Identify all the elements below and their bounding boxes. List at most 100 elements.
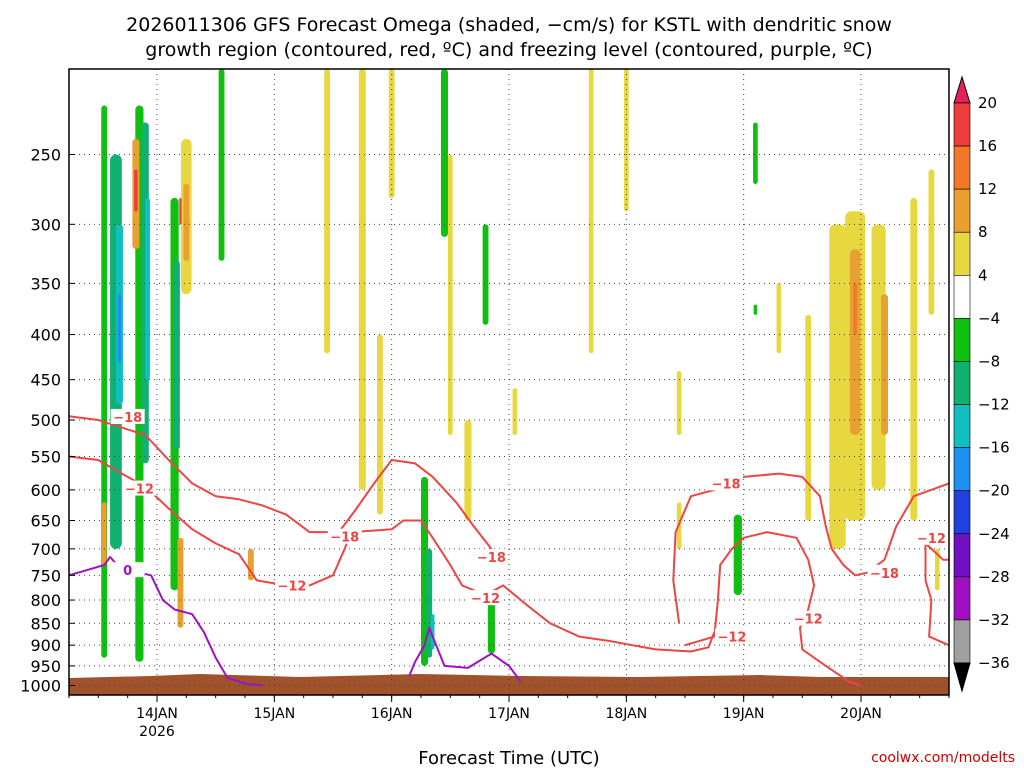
y-tick-950: 950 [30, 657, 61, 676]
contour-0b [408, 626, 522, 683]
colorbar-level-12: −32 [978, 611, 1010, 629]
omega-blob-13 [179, 197, 182, 225]
omega-blob-47 [928, 169, 935, 315]
omega-blob-28 [482, 224, 489, 325]
colorbar-cell-6 [953, 318, 971, 362]
contour-label-bg--18-2 [474, 549, 509, 565]
contour-label-bg-0-0 [110, 562, 145, 578]
contour-label-bg--12-2 [468, 590, 503, 606]
colorbar-level-5: −4 [978, 309, 1000, 327]
omega-blob-35 [733, 514, 742, 596]
x-tick-17JAN: 17JAN [488, 706, 530, 722]
contour--18b [672, 472, 949, 624]
y-tick-850: 850 [30, 614, 61, 633]
omega-blob-33 [676, 371, 682, 436]
contour-label--12-1: −12 [277, 579, 306, 594]
x-tick-18JAN: 18JAN [605, 706, 647, 722]
colorbar-cell-12 [953, 576, 971, 621]
colorbar-cell-2 [953, 145, 971, 190]
contour-label-bg--12c-0 [914, 529, 949, 545]
omega-blob-39 [805, 314, 812, 521]
contour-label-bg--18b-1 [867, 564, 902, 580]
y-tick-400: 400 [30, 326, 61, 345]
colorbar-level-8: −16 [978, 439, 1010, 457]
omega-blob-21 [388, 69, 395, 198]
contour-label--18b-1: −18 [870, 567, 899, 582]
contour-label--12-0: −12 [125, 483, 154, 498]
contour-label--12-2: −12 [471, 592, 500, 607]
contour-label--18b-0: −18 [712, 477, 741, 492]
y-tick-600: 600 [30, 481, 61, 500]
omega-blob-29 [487, 600, 495, 654]
colorbar-cell-13 [953, 619, 971, 664]
contour-label--12-3: −12 [717, 631, 746, 646]
colorbar-cell-7 [953, 361, 971, 405]
y-tick-500: 500 [30, 411, 61, 430]
grid-lines [69, 69, 949, 695]
omega-blob-10 [134, 169, 138, 212]
colorbar-cell-3 [953, 188, 971, 233]
contour-label-0-0: 0 [123, 564, 132, 579]
omega-blob-31 [588, 69, 594, 354]
omega-blob-6 [145, 197, 150, 380]
colorbar-level-13: −36 [978, 654, 1010, 672]
omega-blob-45 [880, 294, 888, 436]
omega-blob-25 [440, 69, 448, 237]
contour-label-bg--18-0 [110, 408, 145, 424]
omega-shading-layer [101, 69, 940, 666]
y-tick-1000: 1000 [20, 677, 61, 696]
x-tick-15JAN: 15JAN [253, 706, 295, 722]
omega-blob-16 [218, 69, 225, 261]
colorbar-cell-8 [953, 404, 971, 448]
y-tick-450: 450 [30, 371, 61, 390]
chart-title-line2: growth region (contoured, red, ºC) and f… [145, 39, 872, 61]
colorbar-level-6: −8 [978, 352, 1000, 370]
contour-label-bg--12-0 [122, 480, 157, 496]
colorbar-level-9: −20 [978, 482, 1010, 500]
omega-blob-46 [910, 197, 918, 521]
omega-blob-12 [183, 183, 190, 261]
colorbar-level-4: 4 [978, 266, 988, 284]
contour-label-bg--18-1 [327, 528, 362, 544]
omega-blob-15 [101, 502, 107, 565]
colorbar-top-arrow [953, 75, 971, 104]
y-tick-650: 650 [30, 512, 61, 531]
contour-label-bg--12-1 [274, 577, 309, 593]
omega-blob-43 [853, 283, 857, 335]
y-tick-300: 300 [30, 215, 61, 234]
colorbar-cell-10 [953, 490, 971, 535]
contour-label--18-2: −18 [477, 551, 506, 566]
contour-label--12b-0: −12 [794, 613, 823, 628]
omega-blob-19 [358, 69, 366, 490]
x-tick-sub-14JAN: 2026 [139, 724, 175, 740]
omega-blob-18 [324, 69, 331, 354]
colorbar-level-7: −12 [978, 396, 1010, 414]
omega-blob-37 [753, 304, 758, 315]
x-axis-label: Forecast Time (UTC) [418, 748, 599, 768]
omega-blob-48 [934, 548, 940, 591]
contour--12 [69, 455, 716, 653]
colorbar: 20 16 12 8 4 −4 −8 −12 −16 −20 −24 −28 −32 −36 [953, 75, 1010, 693]
colorbar-bottom-arrow [953, 662, 971, 693]
colorbar-level-1: 16 [978, 137, 997, 155]
contour-label--18-1: −18 [330, 531, 359, 546]
y-tick-550: 550 [30, 448, 61, 467]
y-tick-750: 750 [30, 566, 61, 585]
contour-label--12c-0: −12 [917, 532, 946, 547]
x-tick-19JAN: 19JAN [723, 706, 765, 722]
contour-label-bg--12-3 [714, 628, 749, 644]
y-tick-900: 900 [30, 636, 61, 655]
y-tick-250: 250 [30, 145, 61, 164]
omega-blob-14 [177, 537, 184, 628]
contour-label--18-0: −18 [113, 411, 142, 426]
chart-title-line1: 2026011306 GFS Forecast Omega (shaded, −… [126, 14, 892, 36]
omega-blob-3 [117, 294, 122, 363]
contour-0 [69, 556, 263, 687]
credit-link[interactable]: coolwx.com/modelts [871, 750, 1015, 766]
contour--18 [69, 415, 493, 550]
colorbar-level-11: −28 [978, 568, 1010, 586]
contour--12d [924, 543, 949, 647]
colorbar-level-10: −24 [978, 525, 1010, 543]
colorbar-cell-4 [953, 231, 971, 276]
